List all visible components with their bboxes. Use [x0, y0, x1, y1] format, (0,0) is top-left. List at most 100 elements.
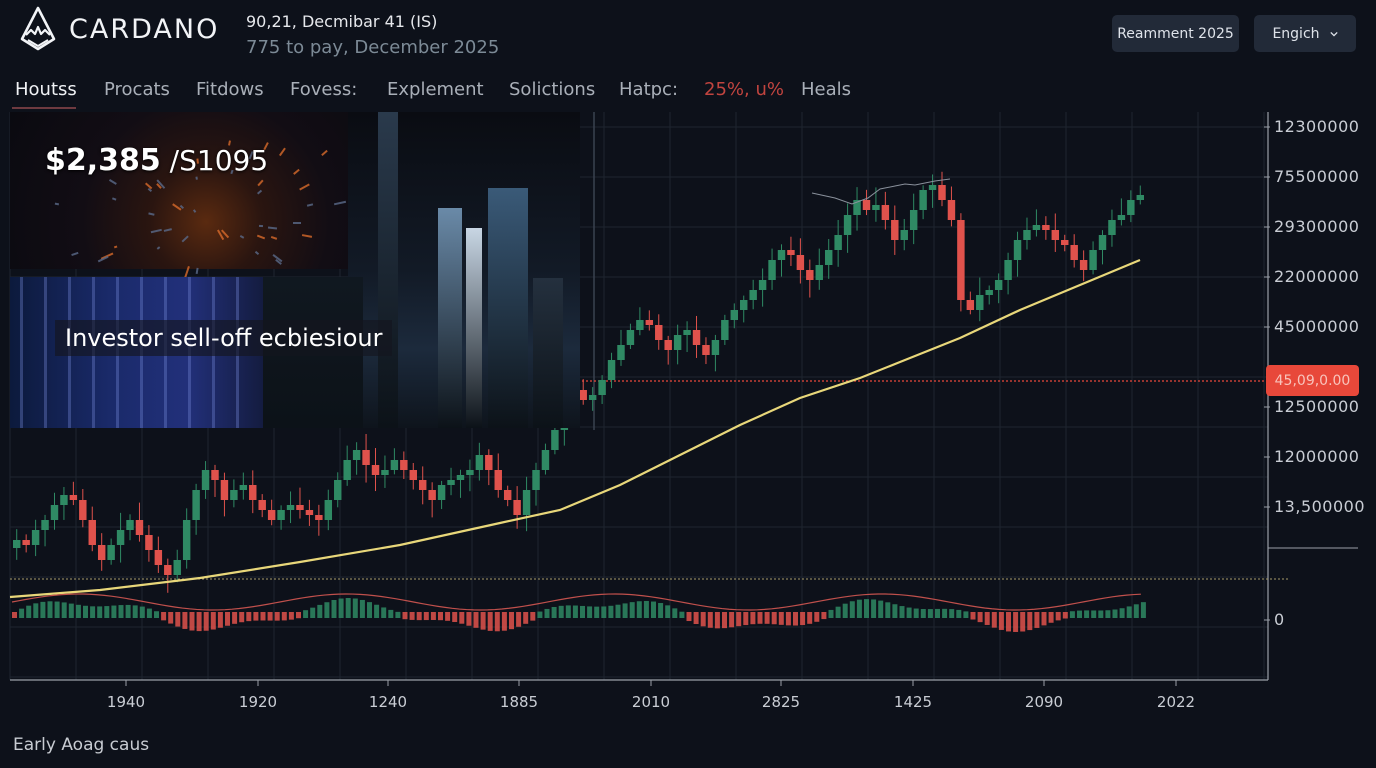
- macd-bar: [459, 612, 465, 624]
- nav-item-3[interactable]: Fovess:: [290, 79, 358, 100]
- candle-body: [258, 500, 266, 510]
- macd-bar: [210, 612, 216, 630]
- macd-bar: [757, 612, 763, 624]
- macd-bar: [416, 612, 422, 621]
- candle-body: [343, 460, 351, 480]
- candle-body: [69, 495, 78, 500]
- macd-bar: [1013, 612, 1019, 632]
- macd-bar: [438, 612, 443, 621]
- candle-body: [239, 485, 248, 490]
- candle-body: [107, 545, 115, 560]
- macd-bar: [594, 606, 600, 618]
- nav-item-4[interactable]: Explement: [387, 79, 484, 100]
- macd-bar: [331, 599, 337, 618]
- candle-body: [1023, 230, 1031, 240]
- candle-body: [853, 200, 861, 215]
- candle-body: [352, 450, 361, 460]
- x-tick-label: 2010: [631, 693, 671, 711]
- period-button[interactable]: Reamment 2025: [1112, 15, 1239, 52]
- nav-item-5[interactable]: Solictions: [509, 79, 596, 100]
- candle-body: [22, 540, 30, 545]
- macd-bar: [90, 606, 96, 618]
- macd-bar: [736, 612, 742, 627]
- macd-bar: [402, 612, 408, 620]
- macd-bar: [899, 606, 905, 618]
- y-tick-label: 12000000: [1274, 447, 1360, 466]
- candle-body: [249, 485, 257, 500]
- main-nav: Houtss Procats Fitdows Fovess: Explement Soli…: [0, 76, 900, 109]
- macd-bar: [1084, 610, 1090, 618]
- candle-body: [862, 200, 871, 210]
- macd-bar: [544, 608, 550, 618]
- macd-bar: [615, 604, 621, 618]
- candle-body: [409, 470, 417, 480]
- macd-bar: [750, 612, 756, 625]
- candle-body: [390, 460, 399, 470]
- macd-bar: [423, 612, 429, 621]
- candle-body: [626, 330, 635, 345]
- city-night-image: [348, 112, 580, 428]
- candle-body: [721, 320, 729, 340]
- light-streak: [147, 211, 155, 216]
- macd-bar: [629, 602, 635, 618]
- macd-bar: [1041, 612, 1047, 626]
- macd-bar: [722, 612, 727, 629]
- y-tick-label: 12500000: [1274, 397, 1360, 416]
- nav-item-7[interactable]: 25%, u%: [704, 79, 784, 100]
- x-tick-label: 2825: [761, 693, 801, 711]
- candle-body: [692, 330, 701, 345]
- macd-bar: [970, 612, 976, 620]
- candle-body: [1032, 225, 1041, 230]
- candle-body: [796, 255, 805, 270]
- candle-body: [211, 470, 219, 480]
- x-tick-label: 1940: [106, 693, 146, 711]
- candle-body: [843, 215, 852, 235]
- macd-bar: [622, 603, 628, 618]
- news-media-collage[interactable]: [10, 112, 580, 428]
- candle-body: [938, 185, 946, 200]
- macd-bar: [352, 598, 358, 618]
- candle-body: [645, 320, 654, 325]
- macd-bar: [864, 599, 869, 618]
- macd-bar: [217, 612, 223, 628]
- light-streak: [307, 203, 314, 208]
- macd-bar: [871, 599, 877, 618]
- candle-body: [135, 520, 144, 535]
- macd-bar: [374, 604, 380, 618]
- macd-bar: [892, 604, 898, 618]
- macd-bar: [487, 612, 493, 631]
- macd-bar: [693, 612, 699, 625]
- macd-bar: [927, 609, 933, 618]
- candle-body: [749, 290, 757, 300]
- macd-bar: [849, 601, 855, 618]
- language-select[interactable]: Engich: [1254, 15, 1356, 52]
- candle-body: [513, 500, 521, 515]
- macd-bar: [182, 612, 188, 629]
- light-streak: [156, 246, 161, 250]
- macd-bar: [1126, 606, 1132, 618]
- nav-item-6[interactable]: Hatpc:: [619, 79, 679, 100]
- macd-bar: [1020, 612, 1026, 632]
- nav-item-1[interactable]: Procats: [104, 79, 170, 100]
- nav-item-8[interactable]: Heals: [801, 79, 852, 100]
- nav-item-0[interactable]: Houtss: [15, 79, 77, 100]
- candle-body: [1089, 250, 1097, 270]
- candle-body: [636, 320, 644, 330]
- macd-bar: [395, 611, 401, 618]
- candle-body: [494, 470, 502, 490]
- candle-body: [503, 490, 512, 500]
- nav-item-2[interactable]: Fitdows: [196, 79, 264, 100]
- candle-body: [400, 460, 408, 470]
- price-secondary: S1095: [179, 144, 269, 177]
- candle-body: [97, 545, 106, 560]
- macd-bar: [388, 609, 394, 618]
- x-tick-label: 1425: [893, 693, 933, 711]
- macd-bar: [956, 609, 962, 618]
- light-streak: [108, 179, 117, 186]
- light-streak: [320, 150, 328, 157]
- macd-bar: [33, 603, 39, 618]
- macd-bar: [935, 608, 940, 618]
- candle-body: [371, 465, 380, 475]
- language-select-label: Engich: [1272, 25, 1320, 42]
- macd-bar: [480, 612, 486, 630]
